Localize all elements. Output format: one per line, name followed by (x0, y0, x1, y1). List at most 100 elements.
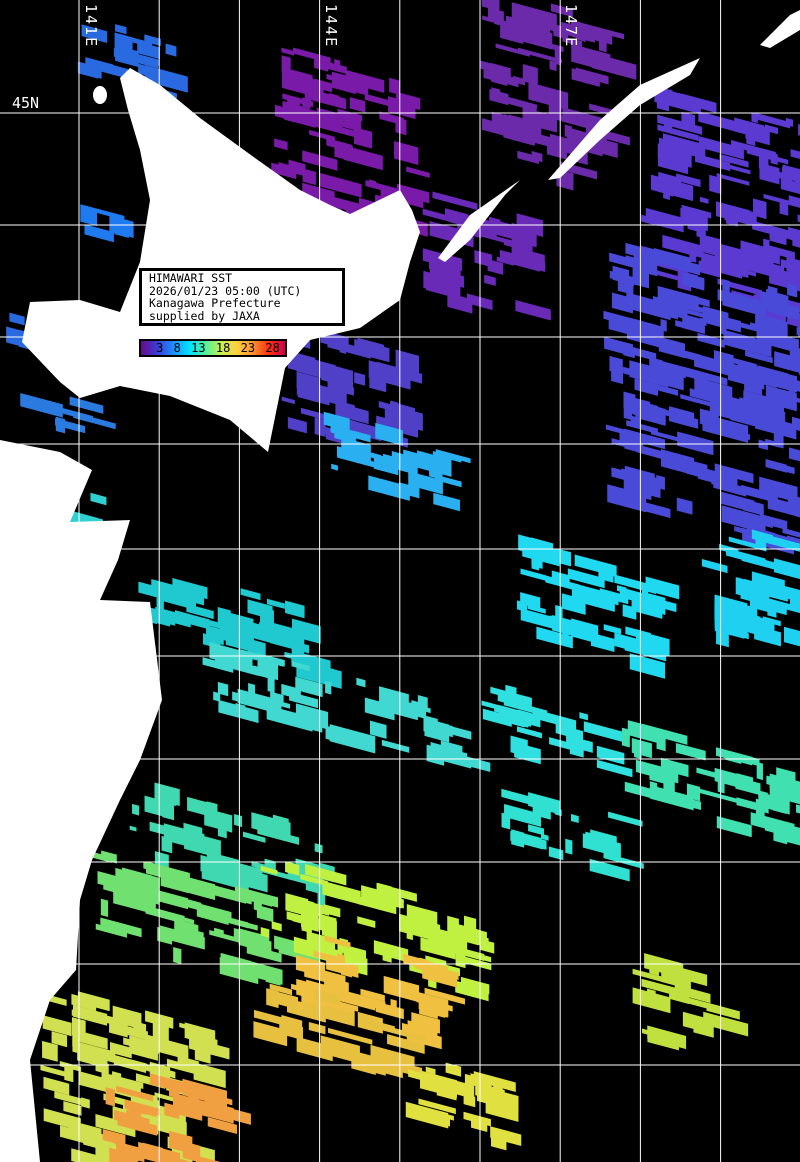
sst-pixel-patch (658, 171, 682, 187)
sst-pixel-patch (759, 513, 788, 531)
sst-pixel-patch (596, 759, 633, 778)
sst-pixel-patch (633, 250, 657, 266)
sst-pixel-patch (300, 407, 329, 421)
sst-pixel-patch (105, 1087, 115, 1107)
sst-pixel-patch (260, 927, 270, 938)
sst-pixel-patch (188, 1111, 200, 1120)
sst-pixel-patch (156, 597, 164, 614)
sst-pixel-patch (235, 702, 246, 718)
sst-pixel-patch (657, 285, 699, 313)
sst-pixel-patch (529, 552, 551, 564)
sst-pixel-patch (754, 112, 791, 129)
sst-pixel-patch (353, 126, 373, 149)
sst-pixel-patch (160, 876, 189, 894)
sst-pixel-patch (791, 416, 800, 436)
sst-pixel-patch (788, 226, 800, 248)
sst-pixel-patch (316, 107, 362, 132)
sst-pixel-patch (796, 804, 800, 824)
sst-pixel-patch (764, 816, 777, 829)
sst-pixel-patch (71, 1148, 100, 1162)
sst-pixel-patch (516, 726, 542, 739)
sst-pixel-patch (364, 697, 395, 721)
sst-pixel-patch (599, 588, 629, 605)
sst-pixel-patch (767, 285, 778, 294)
sst-pixel-patch (562, 632, 569, 647)
sst-pixel-patch (689, 245, 697, 263)
sst-pixel-patch (159, 925, 205, 950)
sst-pixel-patch (562, 36, 583, 47)
sst-pixel-patch (719, 153, 749, 168)
sst-pixel-patch (762, 616, 781, 627)
sst-pixel-patch (423, 715, 438, 735)
sst-pixel-patch (257, 661, 275, 680)
sst-pixel-patch (302, 182, 335, 208)
sst-pixel-patch (381, 739, 410, 753)
sst-pixel-patch (296, 1036, 333, 1062)
sst-pixel-patch (603, 852, 644, 869)
latitude-label-45n: 45N (12, 94, 40, 112)
sst-pixel-patch (172, 1092, 208, 1117)
sst-pixel-patch (325, 725, 353, 746)
sst-pixel-patch (511, 246, 545, 270)
sst-pixel-patch (396, 91, 421, 111)
sst-pixel-patch (709, 174, 722, 195)
sst-pixel-patch (406, 166, 430, 178)
sst-pixel-patch (288, 159, 306, 177)
sst-pixel-patch (760, 520, 773, 529)
sst-pixel-patch (605, 637, 614, 652)
sst-pixel-patch (744, 379, 763, 396)
sst-pixel-patch (730, 405, 758, 428)
sst-pixel-patch (552, 614, 575, 637)
sst-pixel-patch (660, 449, 695, 476)
sst-pixel-patch (63, 1100, 82, 1116)
sst-pixel-patch (653, 248, 691, 273)
sst-pixel-patch (308, 1021, 326, 1035)
sst-pixel-patch (611, 364, 624, 385)
sst-pixel-patch (709, 383, 716, 396)
sst-pixel-patch (334, 425, 356, 444)
sst-pixel-patch (627, 720, 663, 745)
sst-pixel-patch (668, 406, 695, 428)
sst-pixel-patch (110, 1042, 132, 1059)
sst-pixel-patch (756, 761, 763, 781)
sst-pixel-patch (491, 71, 508, 86)
sst-pixel-patch (42, 1040, 58, 1062)
sst-pixel-patch (335, 402, 369, 425)
sst-pixel-patch (314, 989, 341, 1006)
sst-pixel-patch (607, 484, 647, 513)
sst-pixel-patch (55, 416, 66, 434)
sst-pixel-patch (789, 447, 800, 463)
sst-pixel-patch (737, 361, 784, 389)
sst-pixel-patch (429, 468, 443, 481)
sst-pixel-patch (751, 571, 785, 599)
sst-pixel-patch (758, 791, 790, 815)
sst-pixel-patch (113, 887, 156, 915)
sst-pixel-patch (143, 1110, 187, 1139)
sst-pixel-patch (561, 21, 587, 41)
sst-pixel-patch (124, 1112, 150, 1134)
sst-pixel-patch (253, 1009, 290, 1028)
sst-pixel-patch (291, 618, 321, 644)
sst-pixel-patch (290, 99, 300, 108)
sst-pixel-patch (304, 89, 347, 110)
sst-pixel-patch (585, 831, 616, 851)
sst-pixel-patch (78, 1070, 112, 1094)
sst-pixel-patch (90, 492, 107, 506)
sst-pixel-patch (121, 1024, 148, 1041)
sst-pixel-patch (146, 861, 190, 886)
sst-pixel-patch (629, 653, 666, 679)
sst-pixel-patch (324, 904, 341, 918)
sst-pixel-patch (85, 57, 114, 74)
sst-pixel-patch (722, 290, 767, 318)
sst-pixel-patch (152, 1021, 169, 1043)
sst-pixel-patch (614, 632, 637, 652)
sst-pixel-patch (256, 904, 274, 923)
sst-pixel-patch (123, 867, 142, 882)
legend-tick: 13 (191, 341, 206, 355)
sst-pixel-patch (173, 947, 182, 965)
sst-pixel-patch (721, 505, 766, 534)
sst-pixel-patch (439, 225, 455, 238)
sst-pixel-patch (411, 1012, 440, 1034)
sst-pixel-patch (626, 317, 664, 339)
